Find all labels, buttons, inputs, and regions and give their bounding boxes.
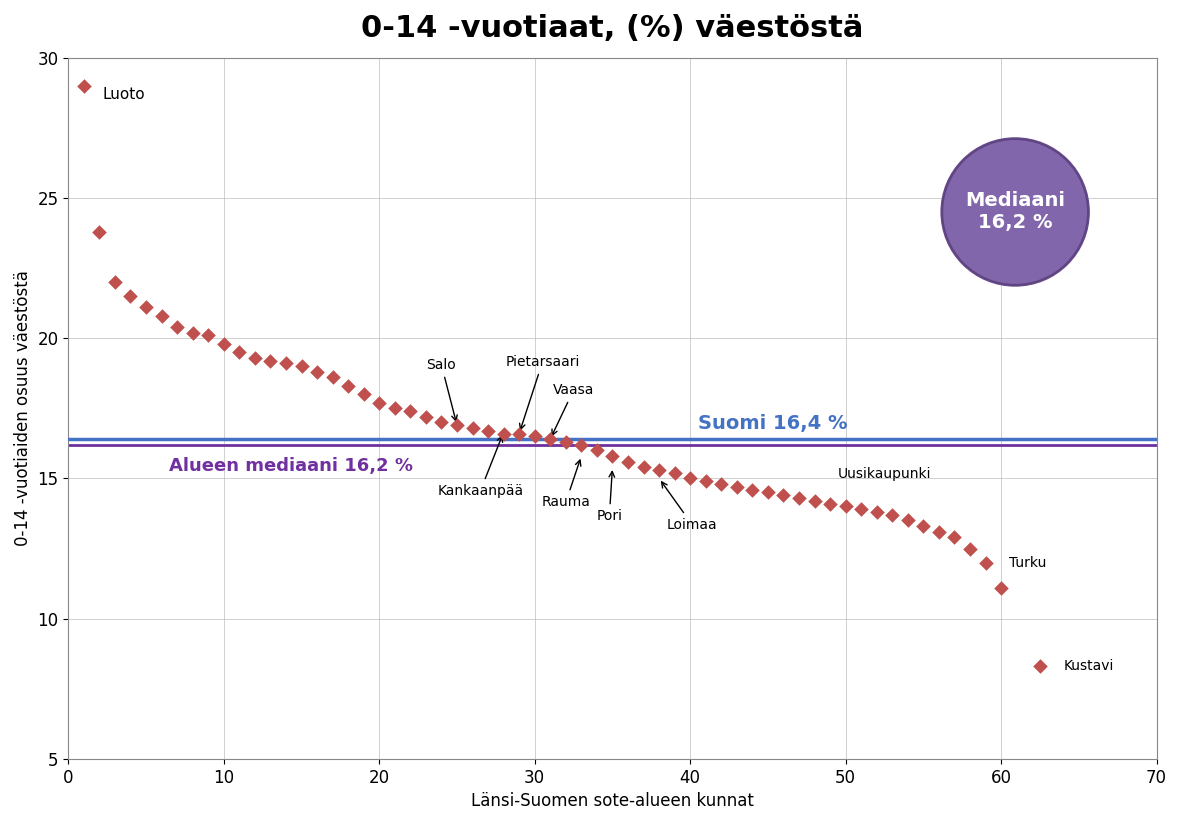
Point bbox=[526, 430, 544, 443]
Point bbox=[697, 475, 716, 488]
Point bbox=[137, 301, 156, 314]
Point bbox=[105, 275, 124, 288]
Point bbox=[90, 225, 109, 238]
Point bbox=[385, 401, 404, 414]
Point bbox=[774, 489, 792, 502]
Point bbox=[572, 438, 590, 452]
Point bbox=[929, 525, 948, 538]
Y-axis label: 0-14 -vuotiaiden osuus väestöstä: 0-14 -vuotiaiden osuus väestöstä bbox=[14, 270, 32, 546]
Point bbox=[634, 461, 653, 474]
Text: Pori: Pori bbox=[596, 471, 622, 523]
Point bbox=[836, 500, 855, 513]
Point bbox=[1031, 660, 1050, 673]
Point bbox=[74, 79, 93, 92]
Point bbox=[168, 321, 187, 334]
Point bbox=[945, 531, 964, 544]
Point bbox=[914, 519, 933, 532]
Point bbox=[324, 371, 342, 384]
Point bbox=[230, 345, 249, 358]
Point bbox=[619, 455, 638, 468]
Point bbox=[463, 421, 482, 434]
Point bbox=[883, 508, 902, 522]
Text: Suomi 16,4 %: Suomi 16,4 % bbox=[698, 414, 848, 433]
Point bbox=[214, 337, 233, 350]
Text: Pietarsaari: Pietarsaari bbox=[505, 355, 580, 429]
Text: Vaasa: Vaasa bbox=[552, 383, 594, 435]
Text: Kustavi: Kustavi bbox=[1063, 659, 1114, 673]
Text: Turku: Turku bbox=[1009, 555, 1046, 569]
Point bbox=[960, 542, 979, 555]
Text: Rauma: Rauma bbox=[541, 460, 590, 509]
Point bbox=[494, 427, 513, 440]
Point bbox=[339, 379, 358, 392]
Text: Uusikaupunki: Uusikaupunki bbox=[837, 467, 932, 481]
Text: Salo: Salo bbox=[426, 358, 457, 421]
Point bbox=[448, 419, 466, 432]
Point bbox=[821, 497, 840, 510]
Point bbox=[541, 433, 560, 446]
Text: Kankaanpää: Kankaanpää bbox=[437, 436, 523, 498]
Point bbox=[183, 326, 202, 339]
Point bbox=[650, 463, 668, 476]
Text: Alueen mediaani 16,2 %: Alueen mediaani 16,2 % bbox=[169, 457, 413, 475]
Point bbox=[680, 472, 699, 485]
Title: 0-14 -vuotiaat, (%) väestöstä: 0-14 -vuotiaat, (%) väestöstä bbox=[361, 14, 863, 43]
Point bbox=[867, 505, 886, 518]
Point bbox=[417, 410, 436, 424]
Text: Mediaani
16,2 %: Mediaani 16,2 % bbox=[965, 191, 1065, 232]
X-axis label: Länsi-Suomen sote-alueen kunnat: Länsi-Suomen sote-alueen kunnat bbox=[471, 792, 753, 810]
Point bbox=[556, 435, 575, 448]
Point bbox=[510, 427, 529, 440]
Point bbox=[307, 365, 326, 378]
Text: Loimaa: Loimaa bbox=[661, 482, 718, 531]
Point bbox=[432, 416, 451, 429]
Point bbox=[758, 486, 777, 499]
Point bbox=[478, 424, 497, 438]
Point bbox=[790, 491, 809, 504]
Point bbox=[727, 480, 746, 494]
Point bbox=[743, 483, 762, 496]
Point bbox=[246, 351, 265, 364]
Point bbox=[977, 556, 996, 569]
Point bbox=[852, 503, 870, 516]
Point bbox=[992, 581, 1011, 594]
Point bbox=[400, 405, 419, 418]
Point bbox=[152, 309, 171, 322]
Point bbox=[261, 354, 280, 368]
Point bbox=[120, 289, 139, 302]
Point bbox=[370, 396, 389, 410]
Text: Luoto: Luoto bbox=[103, 87, 145, 101]
Point bbox=[665, 466, 684, 480]
Point bbox=[805, 494, 824, 508]
Point bbox=[603, 449, 622, 462]
Point bbox=[276, 357, 295, 370]
Point bbox=[712, 477, 731, 490]
Point bbox=[354, 387, 373, 400]
Point bbox=[198, 329, 217, 342]
Point bbox=[587, 444, 606, 457]
Point bbox=[899, 514, 918, 527]
Point bbox=[292, 359, 311, 372]
